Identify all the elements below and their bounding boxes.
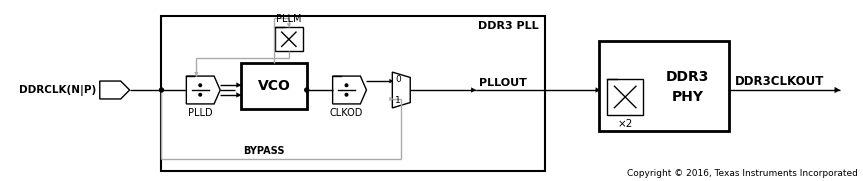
Text: DDRCLK(N|P): DDRCLK(N|P)	[18, 85, 96, 96]
Bar	[608, 79, 643, 115]
Bar	[275, 27, 303, 51]
Polygon shape	[236, 82, 241, 88]
Circle shape	[305, 88, 309, 92]
Polygon shape	[389, 97, 394, 101]
Text: PLLOUT: PLLOUT	[479, 78, 526, 88]
Polygon shape	[287, 23, 291, 27]
Text: PLLD: PLLD	[188, 108, 212, 118]
Polygon shape	[186, 76, 220, 104]
Text: Copyright © 2016, Texas Instruments Incorporated: Copyright © 2016, Texas Instruments Inco…	[627, 169, 858, 178]
Polygon shape	[100, 81, 129, 99]
Text: DDR3 PLL: DDR3 PLL	[478, 21, 539, 31]
Text: 1: 1	[395, 96, 401, 106]
Text: PLLM: PLLM	[276, 14, 301, 24]
Text: DDR3: DDR3	[665, 70, 709, 84]
Bar	[599, 41, 728, 131]
Polygon shape	[393, 72, 410, 108]
Circle shape	[199, 84, 202, 87]
Circle shape	[160, 88, 163, 92]
Polygon shape	[332, 76, 367, 104]
Polygon shape	[595, 87, 601, 93]
Polygon shape	[194, 72, 198, 76]
Text: DDR3CLKOUT: DDR3CLKOUT	[734, 75, 824, 88]
Bar	[161, 16, 545, 171]
Polygon shape	[389, 79, 394, 83]
Circle shape	[199, 93, 202, 96]
Text: BYPASS: BYPASS	[243, 146, 285, 156]
Polygon shape	[835, 87, 840, 93]
Polygon shape	[471, 87, 476, 93]
Text: ×2: ×2	[618, 119, 633, 129]
Text: CLKOD: CLKOD	[330, 108, 363, 118]
Text: VCO: VCO	[257, 79, 290, 93]
Circle shape	[345, 93, 348, 96]
Circle shape	[345, 84, 348, 87]
Text: PHY: PHY	[671, 90, 703, 104]
Bar	[241, 63, 306, 109]
Text: 0: 0	[395, 75, 401, 84]
Polygon shape	[236, 92, 241, 98]
